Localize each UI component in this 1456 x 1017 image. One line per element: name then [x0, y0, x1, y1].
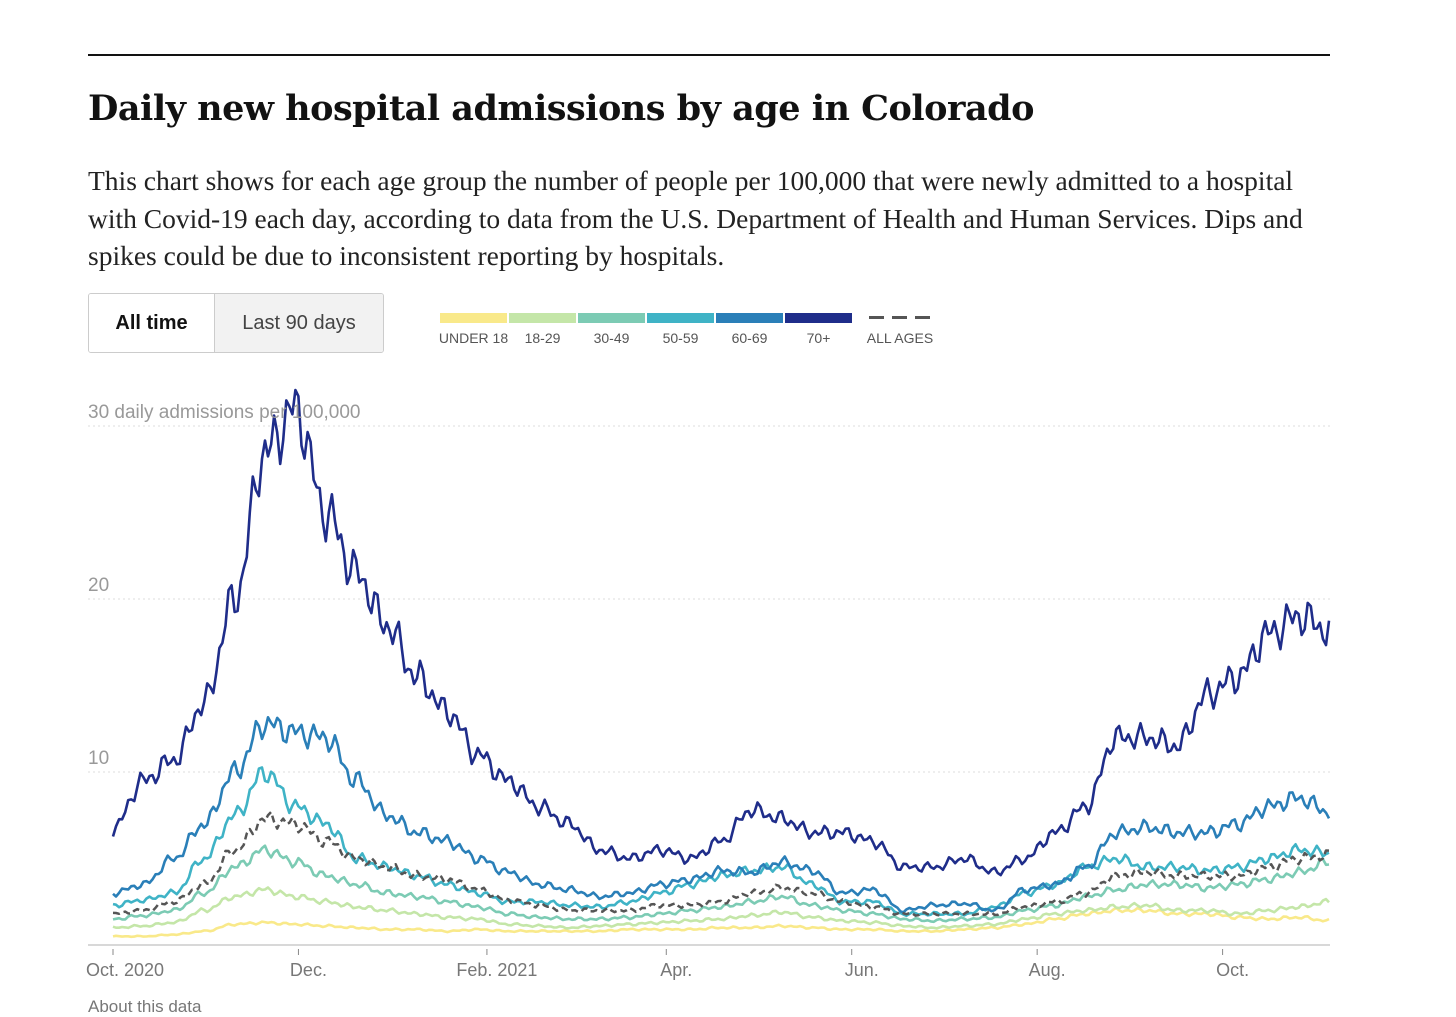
legend-item: ALL AGES	[866, 313, 934, 346]
x-tick-label: Oct.	[1216, 960, 1250, 980]
series-line-70-	[111, 388, 1331, 877]
legend-item: 60-69	[716, 313, 783, 346]
top-rule	[88, 54, 1330, 56]
legend: UNDER 18 18-29 30-49 50-59 60-69 70+ ALL AGES	[438, 313, 934, 346]
legend-swatch	[716, 313, 783, 323]
series-line-50-59	[112, 766, 1330, 918]
x-tick-label: Dec.	[289, 960, 327, 980]
x-tick-label: Oct. 2020	[85, 960, 165, 980]
legend-label: UNDER 18	[438, 330, 509, 346]
legend-item: 30-49	[578, 313, 645, 346]
legend-swatch	[869, 316, 931, 319]
chart-title: Daily new hospital admissions by age in …	[88, 88, 1034, 129]
x-tick-label: Jun.	[844, 960, 879, 980]
legend-item: 70+	[785, 313, 852, 346]
chart-description: This chart shows for each age group the …	[88, 165, 1303, 271]
all-time-button[interactable]: All time	[89, 294, 214, 352]
x-tick-label: Apr.	[660, 960, 693, 980]
series-line-30-49	[112, 844, 1330, 924]
legend-swatch	[785, 313, 852, 323]
legend-swatch	[647, 313, 714, 323]
legend-label: ALL AGES	[866, 330, 934, 346]
legend-label: 70+	[806, 330, 831, 346]
series-line-all-ages	[112, 810, 1330, 917]
legend-item: 18-29	[509, 313, 576, 346]
legend-swatch	[440, 313, 507, 323]
about-this-data-link[interactable]: About this data	[88, 997, 202, 1016]
x-tick-label: Feb. 2021	[456, 960, 538, 980]
y-tick-label: 30 daily admissions per 100,000	[88, 402, 361, 423]
x-tick-label: Aug.	[1028, 960, 1066, 980]
series-line-under-18	[112, 906, 1330, 939]
time-range-toggle: All time Last 90 days	[88, 293, 384, 353]
legend-swatch	[578, 313, 645, 323]
legend-item: 50-59	[647, 313, 714, 346]
series-line-18-29	[112, 886, 1330, 930]
last-90-days-button[interactable]: Last 90 days	[214, 294, 383, 352]
legend-label: 60-69	[731, 330, 768, 346]
y-tick-label: 20	[88, 575, 110, 596]
legend-label: 18-29	[524, 330, 561, 346]
series-line-60-69	[112, 715, 1331, 914]
legend-label: 30-49	[593, 330, 630, 346]
y-tick-label: 10	[88, 748, 110, 769]
legend-item: UNDER 18	[438, 313, 509, 346]
legend-label: 50-59	[662, 330, 699, 346]
legend-swatch	[509, 313, 576, 323]
